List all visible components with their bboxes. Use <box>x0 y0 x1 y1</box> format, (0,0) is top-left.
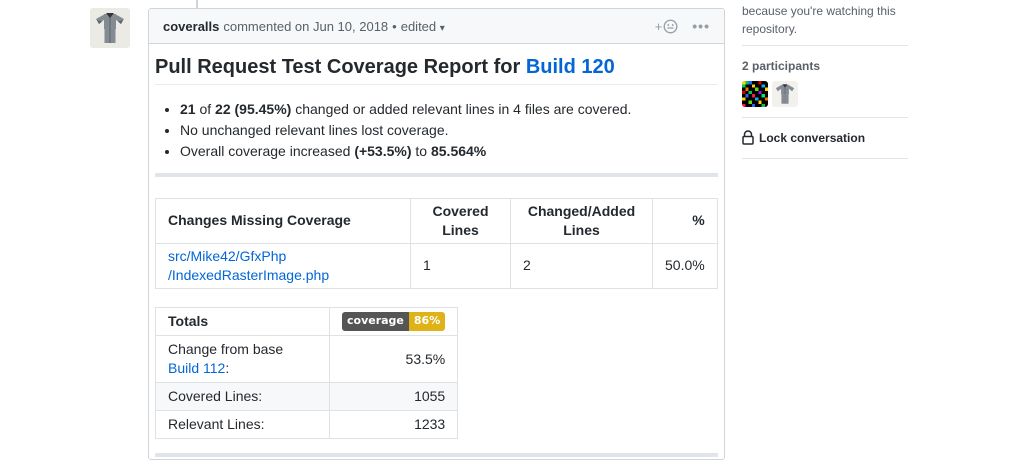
report-title: Pull Request Test Coverage Report for Bu… <box>155 56 718 85</box>
file-link[interactable]: src/Mike42/GfxPhp /IndexedRasterImage.ph… <box>168 247 330 283</box>
column-header: Changed/Added Lines <box>510 198 653 244</box>
value-cell: 1055 <box>328 382 459 411</box>
add-reaction-button[interactable]: + <box>655 19 679 34</box>
participant-avatar[interactable] <box>742 81 768 107</box>
build-120-link[interactable]: Build 120 <box>525 56 615 78</box>
value-cell: 53.5% <box>328 335 459 384</box>
comment-actions: + ••• <box>655 18 710 34</box>
report-title-text: Pull Request Test Coverage Report for <box>155 56 526 78</box>
coverage-table: Changes Missing Coverage Covered Lines C… <box>155 198 718 289</box>
column-header: Changes Missing Coverage <box>155 198 411 244</box>
column-header: Covered Lines <box>410 198 511 244</box>
divider <box>742 158 908 159</box>
chevron-down-icon: ▾ <box>439 22 445 34</box>
list-item: 21 of 22 (95.45%) changed or added relev… <box>180 99 718 120</box>
covered-lines-cell: 1 <box>410 242 511 289</box>
coveralls-avatar[interactable] <box>90 8 130 48</box>
lock-icon <box>742 130 754 145</box>
badge-label: coverage <box>342 312 409 332</box>
divider <box>155 173 718 177</box>
comment-card: coveralls commented on Jun 10, 2018 • ed… <box>148 8 725 460</box>
changed-added-lines-cell: 2 <box>510 242 653 289</box>
percent-cell: 50.0% <box>652 242 718 289</box>
coverage-badge[interactable]: coverage 86% <box>342 312 446 332</box>
table-row: Relevant Lines: 1233 <box>155 409 459 439</box>
table-row: src/Mike42/GfxPhp /IndexedRasterImage.ph… <box>155 242 718 289</box>
comment-meta: commented on Jun 10, 2018 <box>223 18 389 34</box>
timeline-stub-line <box>196 0 198 9</box>
pixel-art-avatar-icon <box>742 81 768 107</box>
divider <box>742 117 908 118</box>
build-112-link[interactable]: Build 112 <box>168 360 226 377</box>
comment-body: Pull Request Test Coverage Report for Bu… <box>149 44 724 457</box>
column-header: % <box>652 198 718 244</box>
divider <box>742 45 908 46</box>
table-row: Change from base Build 112: 53.5% <box>155 335 459 384</box>
totals-title: Totals <box>155 306 330 337</box>
participants-avatars <box>742 81 908 107</box>
kebab-menu-button[interactable]: ••• <box>692 18 710 34</box>
participant-avatar[interactable] <box>772 81 798 107</box>
badge-value: 86% <box>408 312 446 332</box>
table-row: Covered Lines: 1055 <box>155 382 459 411</box>
participants-label: 2 participants <box>742 59 821 73</box>
report-summary-list: 21 of 22 (95.45%) changed or added relev… <box>155 99 718 162</box>
smiley-icon <box>663 19 678 33</box>
overalls-icon <box>772 81 798 107</box>
divider <box>155 452 718 457</box>
totals-table: Totals coverage 86% Change from base Buil… <box>155 306 459 439</box>
overalls-icon <box>90 8 130 48</box>
plus-icon: + <box>654 18 663 34</box>
discussion-sidebar: You're receiving this because you're wat… <box>742 0 908 159</box>
table-header-row: Totals coverage 86% <box>155 306 459 337</box>
lock-conversation-button[interactable]: Lock conversation <box>742 130 908 145</box>
list-item: Overall coverage increased (+53.5%) to 8… <box>180 141 718 162</box>
comment-header: coveralls commented on Jun 10, 2018 • ed… <box>149 9 724 44</box>
value-cell: 1233 <box>328 409 459 439</box>
edited-dropdown[interactable]: edited ▾ <box>400 18 445 34</box>
meta-dot: • <box>392 18 397 34</box>
comment-author-link[interactable]: coveralls <box>163 18 220 34</box>
lock-conversation-label: Lock conversation <box>759 130 866 145</box>
list-item: No unchanged relevant lines lost coverag… <box>180 120 718 141</box>
notification-reason-text: You're receiving this because you're wat… <box>742 4 896 36</box>
table-header-row: Changes Missing Coverage Covered Lines C… <box>155 198 718 244</box>
